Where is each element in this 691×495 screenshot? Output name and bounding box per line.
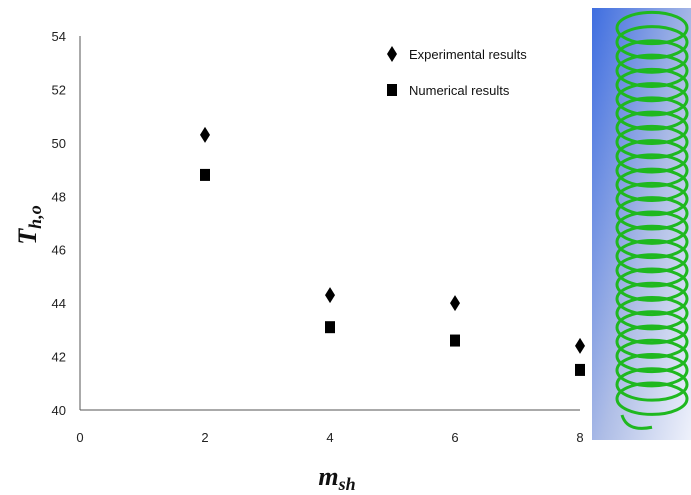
legend-label: Experimental results xyxy=(409,47,527,62)
coil-loop xyxy=(615,82,689,117)
y-tick-label: 40 xyxy=(52,403,66,418)
numerical-point xyxy=(575,363,585,376)
coil-loop xyxy=(615,224,689,260)
coil-loop xyxy=(615,196,689,231)
x-tick-label: 6 xyxy=(451,430,458,445)
coil-loop xyxy=(615,25,689,60)
coil-loop xyxy=(615,53,689,88)
y-axis-title-main: T xyxy=(13,228,42,245)
coil-loop xyxy=(615,238,689,274)
y-tick-label: 44 xyxy=(52,296,66,311)
coil-loop xyxy=(615,210,689,245)
y-tick-label: 50 xyxy=(52,136,66,151)
coil-tail xyxy=(620,414,653,430)
experimental-point xyxy=(200,126,210,143)
y-axis-title: Th,o xyxy=(13,205,45,244)
experimental-point xyxy=(575,337,585,354)
coil-loop xyxy=(615,324,689,359)
numerical-point xyxy=(450,334,460,347)
y-tick-label: 42 xyxy=(52,350,66,365)
coil-loop xyxy=(615,296,689,331)
coil-loop xyxy=(615,96,689,131)
legend-diamond-marker xyxy=(387,46,397,62)
coil-loops xyxy=(615,10,689,430)
numerical-point xyxy=(325,321,335,334)
coil-loop xyxy=(615,153,689,188)
experimental-point xyxy=(325,287,335,304)
coil-loop xyxy=(615,367,689,402)
y-tick-label: 52 xyxy=(52,82,66,97)
x-tick-label: 2 xyxy=(201,430,208,445)
y-tick-label: 48 xyxy=(52,189,66,204)
coil-loop xyxy=(615,110,689,145)
x-tick-labels: 0 2 4 6 8 xyxy=(76,430,583,445)
numerical-point xyxy=(200,168,210,181)
coil-loop xyxy=(615,253,689,288)
x-axis-title-main: m xyxy=(318,462,338,491)
y-tick-label: 54 xyxy=(52,29,66,44)
coil-loop xyxy=(615,139,689,174)
helical-coil-icon xyxy=(592,8,691,440)
x-axis-title: msh xyxy=(318,462,355,494)
x-tick-label: 4 xyxy=(326,430,333,445)
x-tick-label: 8 xyxy=(576,430,583,445)
y-tick-label: 46 xyxy=(52,243,66,258)
legend-label: Numerical results xyxy=(409,83,510,98)
coil-loop xyxy=(615,281,689,317)
legend-square-marker xyxy=(387,84,397,96)
data-points xyxy=(200,126,585,376)
coil-loop xyxy=(615,181,689,217)
coil-loop xyxy=(615,353,689,388)
legend: Experimental results Numerical results xyxy=(387,46,527,98)
coil-loop xyxy=(615,10,689,46)
x-axis-title-sub: sh xyxy=(338,474,356,494)
coil-loop xyxy=(615,39,689,74)
coil-loop xyxy=(615,67,689,103)
experimental-point xyxy=(450,295,460,312)
coil-loop xyxy=(615,267,689,302)
y-tick-labels: 40 42 44 46 48 50 52 54 xyxy=(52,29,66,418)
x-tick-label: 0 xyxy=(76,430,83,445)
coil-loop xyxy=(615,124,689,160)
coil-loop xyxy=(615,338,689,374)
coil-loop xyxy=(615,381,689,416)
y-axis-title-sub: h,o xyxy=(25,205,45,229)
coil-loop xyxy=(615,167,689,203)
coil-loop xyxy=(615,310,689,345)
